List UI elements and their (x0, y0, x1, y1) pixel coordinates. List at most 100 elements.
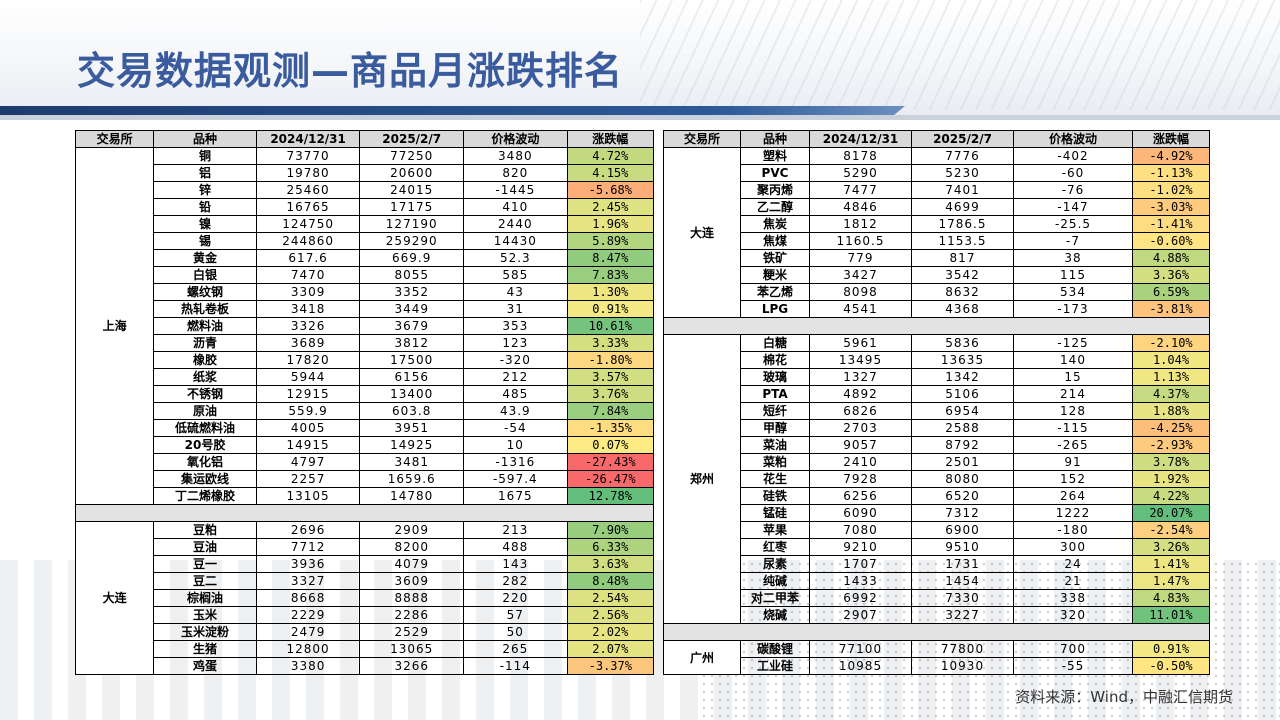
change-percent: 4.72% (566, 147, 655, 165)
price-2025-2-7: 13065 (359, 640, 465, 658)
price-2024-12-31: 4892 (809, 385, 912, 403)
price-change: -173 (1013, 300, 1133, 318)
change-percent: 7.84% (566, 402, 655, 420)
price-2025-2-7: 14925 (359, 436, 465, 454)
commodity-name: LPG (740, 300, 810, 318)
price-2024-12-31: 10985 (809, 657, 912, 675)
change-percent: 0.91% (566, 300, 655, 318)
price-change: 15 (1013, 368, 1133, 386)
price-2024-12-31: 7477 (809, 181, 912, 199)
price-2024-12-31: 1812 (809, 215, 912, 233)
table-row: 原油 559.9 603.8 43.9 7.84% (76, 402, 655, 420)
separator-cell (75, 504, 654, 522)
price-2024-12-31: 4797 (255, 453, 361, 471)
price-2025-2-7: 1454 (911, 572, 1014, 590)
table-row: 燃料油 3326 3679 353 10.61% (76, 317, 655, 335)
price-2025-2-7: 2588 (911, 419, 1014, 437)
price-2025-2-7: 603.8 (359, 402, 465, 420)
price-2024-12-31: 1160.5 (809, 232, 912, 250)
table-row: 低硫燃料油 4005 3951 -54 -1.35% (76, 419, 655, 437)
price-2025-2-7: 13635 (911, 351, 1014, 369)
change-percent: -3.81% (1132, 300, 1210, 318)
price-change: 128 (1013, 402, 1133, 420)
price-2025-2-7: 2286 (359, 606, 465, 624)
price-change: -147 (1013, 198, 1133, 216)
price-2025-2-7: 77800 (911, 640, 1014, 658)
table-row: 纯碱 1433 1454 21 1.47% (664, 572, 1210, 590)
column-header: 交易所 (663, 130, 741, 148)
table-row: LPG 4541 4368 -173 -3.81% (664, 300, 1210, 318)
commodity-name: 尿素 (740, 555, 810, 573)
column-header: 品种 (153, 130, 257, 148)
change-percent: 10.61% (566, 317, 655, 335)
change-percent: -1.13% (1132, 164, 1210, 182)
price-2025-2-7: 3352 (359, 283, 465, 301)
commodity-name: 焦煤 (740, 232, 810, 250)
price-2025-2-7: 9510 (911, 538, 1014, 556)
price-2025-2-7: 8792 (911, 436, 1014, 454)
table-row: 玻璃 1327 1342 15 1.13% (664, 368, 1210, 386)
exchange-cell: 广州 (663, 640, 741, 675)
change-percent: -3.37% (566, 657, 655, 675)
price-2024-12-31: 17820 (255, 351, 361, 369)
commodity-name: 白糖 (740, 334, 810, 352)
price-2024-12-31: 5961 (809, 334, 912, 352)
change-percent: 2.54% (566, 589, 655, 607)
table-row: 橡胶 17820 17500 -320 -1.80% (76, 351, 655, 369)
change-percent: -3.03% (1132, 198, 1210, 216)
price-2025-2-7: 2501 (911, 453, 1014, 471)
price-2024-12-31: 25460 (255, 181, 361, 199)
table-row: 广州 碳酸锂 77100 77800 700 0.91% (663, 640, 1210, 675)
price-change: 52.3 (463, 249, 568, 267)
group-separator (75, 504, 654, 522)
table-row: 棉花 13495 13635 140 1.04% (664, 351, 1210, 369)
price-2025-2-7: 17175 (359, 198, 465, 216)
price-2024-12-31: 6090 (809, 504, 912, 522)
change-percent: -1.41% (1132, 215, 1210, 233)
commodity-name: 鸡蛋 (153, 657, 257, 675)
price-2025-2-7: 817 (911, 249, 1014, 267)
change-percent: 2.56% (566, 606, 655, 624)
table-header-row: 交易所 品种 2024/12/31 2025/2/7 价格波动 涨跌幅 (74, 130, 655, 148)
price-change: 115 (1013, 266, 1133, 284)
change-percent: -4.25% (1132, 419, 1210, 437)
change-percent: 3.33% (566, 334, 655, 352)
commodity-name: 花生 (740, 470, 810, 488)
price-change: 353 (463, 317, 568, 335)
price-change: 57 (463, 606, 568, 624)
column-header: 价格波动 (1013, 130, 1133, 148)
commodity-name: 粳米 (740, 266, 810, 284)
table-row: PTA 4892 5106 214 4.37% (664, 385, 1210, 403)
commodity-name: 铅 (153, 198, 257, 216)
price-change: 300 (1013, 538, 1133, 556)
page-title: 交易数据观测—商品月涨跌排名 (77, 49, 624, 93)
change-percent: 12.78% (566, 487, 655, 505)
change-percent: 8.47% (566, 249, 655, 267)
price-2025-2-7: 6156 (359, 368, 465, 386)
column-header: 涨跌幅 (566, 130, 655, 148)
price-change: -114 (463, 657, 568, 675)
change-percent: 5.89% (566, 232, 655, 250)
price-change: -54 (463, 419, 568, 437)
price-2024-12-31: 3380 (255, 657, 361, 675)
table-row: 花生 7928 8080 152 1.92% (664, 470, 1210, 488)
price-2025-2-7: 3812 (359, 334, 465, 352)
price-2024-12-31: 9057 (809, 436, 912, 454)
table-row: 焦煤 1160.5 1153.5 -7 -0.60% (664, 232, 1210, 250)
price-2024-12-31: 3309 (255, 283, 361, 301)
table-row: 锌 25460 24015 -1445 -5.68% (76, 181, 655, 199)
price-2025-2-7: 1342 (911, 368, 1014, 386)
commodity-name: 白银 (153, 266, 257, 284)
price-2024-12-31: 19780 (255, 164, 361, 182)
change-percent: -1.80% (566, 351, 655, 369)
price-2024-12-31: 124750 (255, 215, 361, 233)
change-percent: 3.63% (566, 555, 655, 573)
table-row: 大连 豆粕 2696 2909 213 7.90% (74, 521, 655, 675)
column-header: 2025/2/7 (359, 130, 465, 148)
separator-cell (663, 317, 1210, 335)
commodity-name: 短纤 (740, 402, 810, 420)
commodity-name: 沥青 (153, 334, 257, 352)
price-change: 43.9 (463, 402, 568, 420)
change-percent: -26.47% (566, 470, 655, 488)
price-change: -1316 (463, 453, 568, 471)
